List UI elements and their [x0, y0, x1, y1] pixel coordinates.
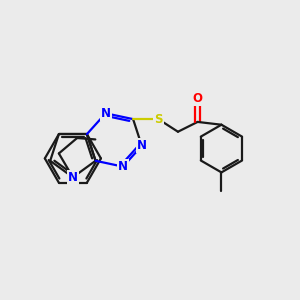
Text: N: N	[68, 171, 78, 184]
Text: N: N	[101, 107, 111, 120]
Text: S: S	[154, 112, 163, 126]
Text: N: N	[118, 160, 128, 173]
Text: N: N	[137, 139, 147, 152]
Text: O: O	[193, 92, 202, 105]
